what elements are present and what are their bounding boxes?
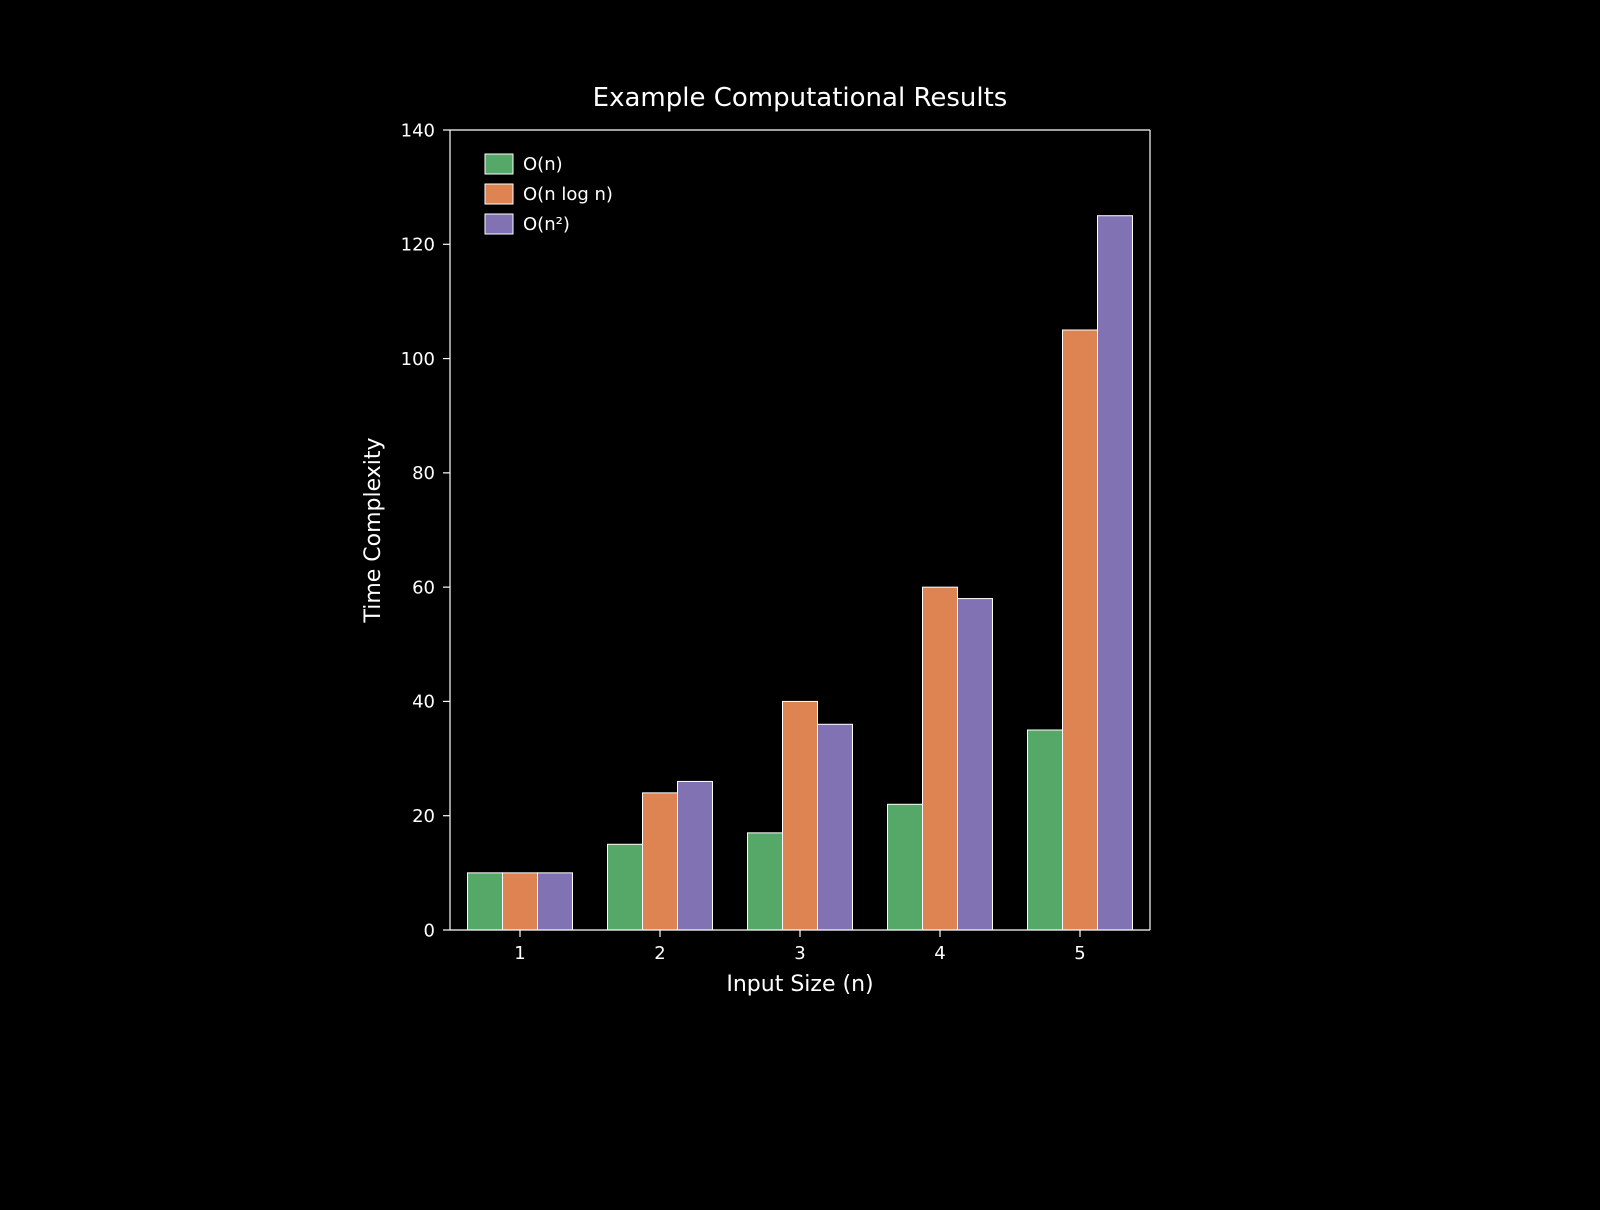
bar [503, 873, 538, 930]
y-tick-label: 20 [412, 806, 435, 827]
y-tick-label: 80 [412, 463, 435, 484]
chart-container: 1 2 3 4 5 0 20 40 60 80 100 120 140 Input Size (n) Tim… [0, 0, 1600, 1210]
bar [643, 793, 678, 930]
x-tick-label: 2 [654, 943, 665, 964]
bar [783, 701, 818, 930]
y-tick-label: 40 [412, 692, 435, 713]
bar [468, 873, 503, 930]
legend-swatch [485, 184, 513, 204]
x-axis-label: Input Size (n) [726, 972, 873, 997]
x-tick-label: 5 [1074, 943, 1085, 964]
y-tick-label: 120 [401, 235, 435, 256]
bar [958, 599, 993, 930]
bar [923, 587, 958, 930]
x-tick-label: 4 [934, 943, 945, 964]
bar [888, 804, 923, 930]
bar [1063, 330, 1098, 930]
y-tick-label: 140 [401, 120, 435, 141]
bar [818, 724, 853, 930]
bar [748, 833, 783, 930]
chart-title: Example Computational Results [593, 83, 1008, 113]
x-tick-label: 1 [514, 943, 525, 964]
y-tick-label: 0 [424, 920, 435, 941]
bar [1028, 730, 1063, 930]
y-tick-label: 100 [401, 349, 435, 370]
bar [538, 873, 573, 930]
bar [678, 781, 713, 930]
legend-swatch [485, 154, 513, 174]
y-axis-label: Time Complexity [361, 437, 386, 623]
legend-label: O(n) [523, 154, 563, 175]
legend-label: O(n²) [523, 214, 570, 235]
legend-label: O(n log n) [523, 184, 613, 205]
x-tick-label: 3 [794, 943, 805, 964]
y-tick-label: 60 [412, 577, 435, 598]
bar [1098, 216, 1133, 930]
bar [608, 844, 643, 930]
legend-swatch [485, 214, 513, 234]
